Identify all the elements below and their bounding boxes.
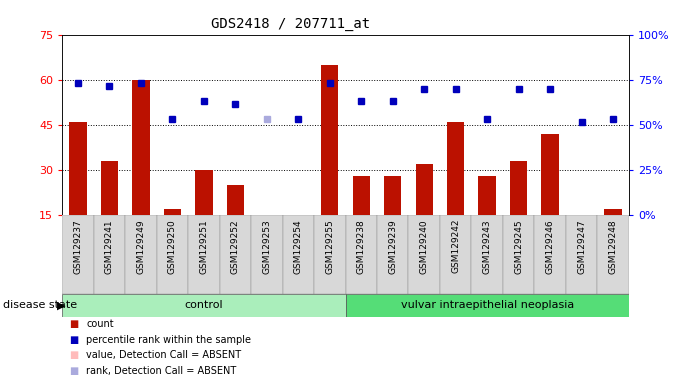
Text: GSM129254: GSM129254 [294, 219, 303, 274]
Text: GSM129240: GSM129240 [419, 219, 428, 274]
Text: GSM129248: GSM129248 [609, 219, 618, 274]
Bar [157, 215, 188, 294]
Text: ▶: ▶ [57, 300, 66, 310]
Text: ■: ■ [69, 350, 78, 361]
Text: vulvar intraepithelial neoplasia: vulvar intraepithelial neoplasia [401, 300, 574, 310]
Text: GSM129243: GSM129243 [482, 219, 492, 274]
Text: GDS2418 / 207711_at: GDS2418 / 207711_at [211, 17, 370, 31]
Bar [258, 215, 276, 221]
Text: GSM129251: GSM129251 [199, 219, 209, 274]
Bar [346, 215, 377, 294]
Text: GSM129239: GSM129239 [388, 219, 397, 274]
Text: ■: ■ [69, 334, 78, 344]
Text: GSM129255: GSM129255 [325, 219, 334, 274]
Bar [62, 215, 94, 294]
Text: control: control [184, 300, 223, 310]
Text: GSM129241: GSM129241 [105, 219, 114, 274]
Bar [447, 122, 464, 215]
Bar [510, 161, 527, 215]
Bar [220, 215, 251, 294]
Bar [346, 294, 629, 317]
Text: GSM129252: GSM129252 [231, 219, 240, 274]
Text: GSM129250: GSM129250 [168, 219, 177, 274]
Bar [227, 185, 244, 215]
Bar [503, 215, 534, 294]
Text: ■: ■ [69, 319, 78, 329]
Text: GSM129245: GSM129245 [514, 219, 523, 274]
Text: percentile rank within the sample: percentile rank within the sample [86, 334, 252, 344]
Text: count: count [86, 319, 114, 329]
Bar [321, 65, 339, 215]
Bar [605, 209, 622, 215]
Bar [597, 215, 629, 294]
Bar [125, 215, 157, 294]
Bar [283, 215, 314, 294]
Bar [164, 209, 181, 215]
Text: GSM129247: GSM129247 [577, 219, 586, 274]
Bar [566, 215, 597, 294]
Bar [384, 176, 401, 215]
Bar [132, 80, 149, 215]
Bar [415, 164, 433, 215]
Text: ■: ■ [69, 366, 78, 376]
Bar [471, 215, 503, 294]
Bar [195, 170, 213, 215]
Bar [408, 215, 440, 294]
Text: disease state: disease state [3, 300, 77, 310]
Bar [62, 294, 346, 317]
Bar [534, 215, 566, 294]
Bar [352, 176, 370, 215]
Text: GSM129246: GSM129246 [546, 219, 555, 274]
Text: rank, Detection Call = ABSENT: rank, Detection Call = ABSENT [86, 366, 236, 376]
Bar [251, 215, 283, 294]
Text: value, Detection Call = ABSENT: value, Detection Call = ABSENT [86, 350, 241, 361]
Bar [377, 215, 408, 294]
Text: GSM129242: GSM129242 [451, 219, 460, 273]
Bar [542, 134, 559, 215]
Text: GSM129253: GSM129253 [263, 219, 272, 274]
Text: GSM129237: GSM129237 [73, 219, 82, 274]
Text: GSM129249: GSM129249 [136, 219, 145, 274]
Bar [314, 215, 346, 294]
Text: GSM129238: GSM129238 [357, 219, 366, 274]
Bar [94, 215, 125, 294]
Bar [478, 176, 496, 215]
Bar [440, 215, 471, 294]
Bar [101, 161, 118, 215]
Bar [188, 215, 220, 294]
Bar [69, 122, 86, 215]
